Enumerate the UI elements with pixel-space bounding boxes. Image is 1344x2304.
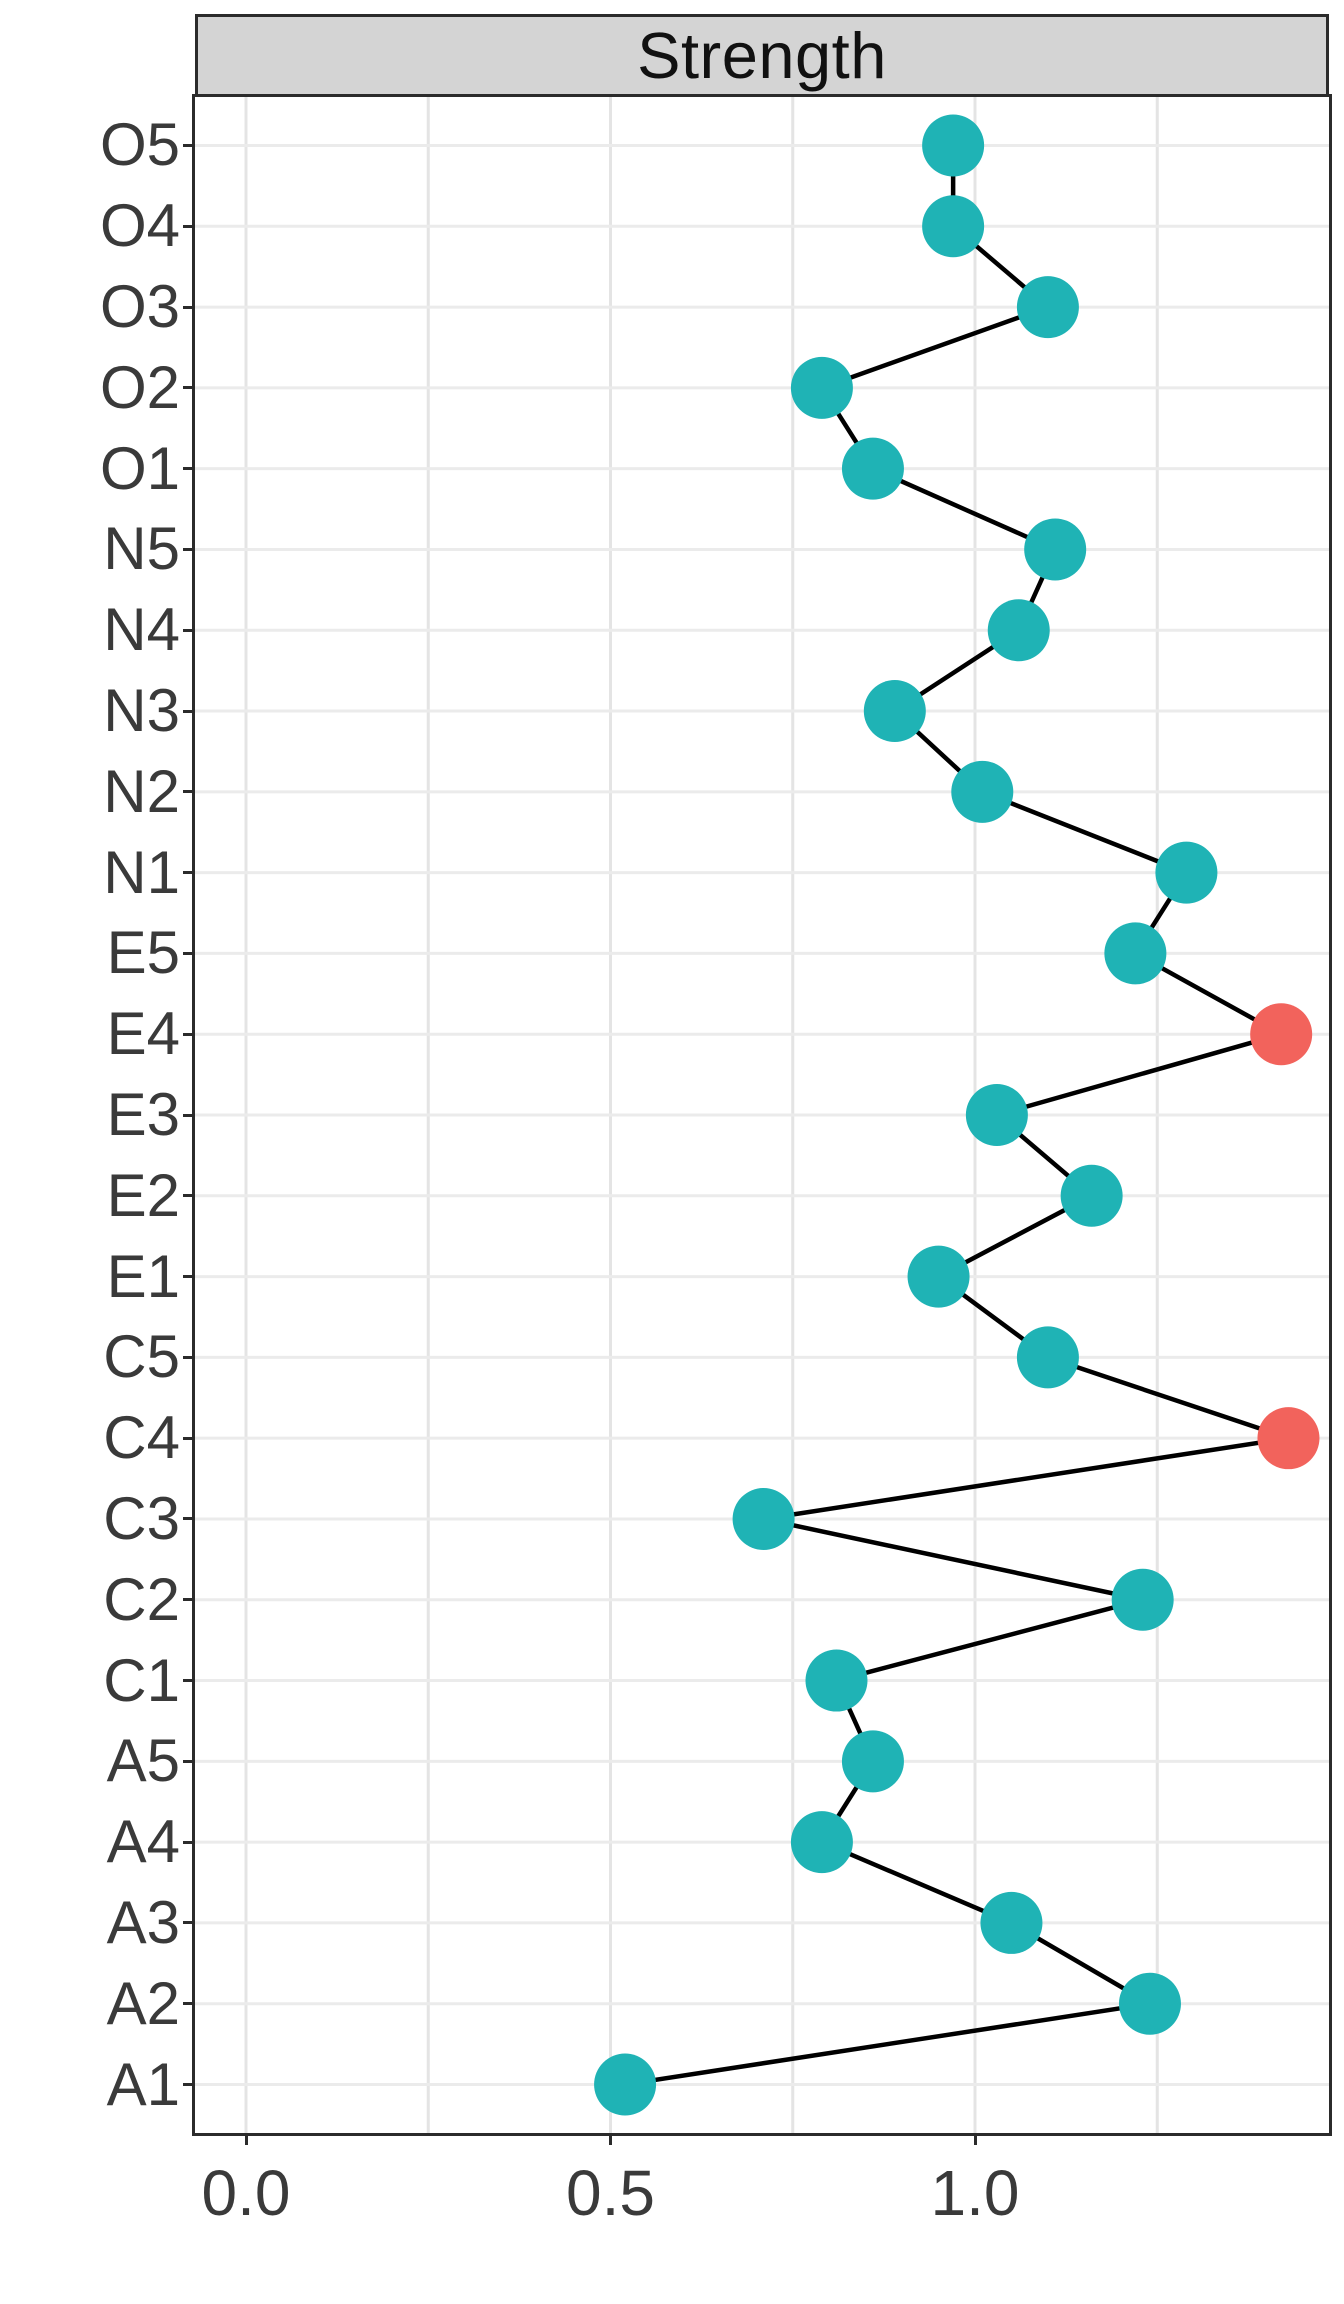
y-tick-mark [183,1759,194,1763]
y-tick-mark [183,709,194,713]
y-tick-mark [183,951,194,955]
y-tick-label-O2: O2 [99,353,180,421]
data-point-C1 [805,1649,868,1712]
y-tick-label-E2: E2 [106,1161,180,1229]
data-point-A1 [594,2053,657,2116]
y-tick-mark [183,1598,194,1602]
data-point-N2 [951,760,1014,823]
y-tick-label-C5: C5 [103,1323,180,1391]
y-tick-mark [183,1921,194,1925]
y-tick-mark [183,1113,194,1117]
x-tick-label-0.5: 0.5 [566,2157,655,2229]
y-tick-mark [183,790,194,794]
y-tick-mark [183,1840,194,1844]
x-tick-mark [244,2133,248,2145]
data-point-A5 [841,1730,904,1793]
data-point-N5 [1024,518,1087,581]
data-point-O4 [922,195,985,258]
y-tick-mark [183,305,194,309]
y-tick-mark [183,467,194,471]
y-tick-mark [183,386,194,390]
y-tick-label-E1: E1 [106,1242,180,1310]
x-tick-label-0.0: 0.0 [201,2157,291,2229]
data-point-N4 [987,599,1050,662]
chart-canvas [195,97,1329,2133]
y-tick-label-C1: C1 [103,1646,180,1714]
data-point-A3 [980,1891,1043,1954]
y-tick-label-N4: N4 [103,596,180,664]
y-tick-mark [183,871,194,875]
y-tick-label-A1: A1 [106,2050,180,2118]
data-point-N3 [863,680,926,743]
y-tick-label-O5: O5 [99,111,180,179]
x-tick-mark [609,2133,612,2145]
y-tick-mark [183,1355,194,1359]
data-point-E3 [965,1084,1028,1146]
y-tick-mark [183,1517,194,1521]
data-point-C2 [1111,1568,1174,1631]
data-point-C3 [732,1487,795,1550]
y-tick-mark [183,1679,194,1683]
data-point-E2 [1060,1164,1123,1227]
y-tick-label-E4: E4 [106,1000,180,1068]
y-tick-mark [183,143,194,147]
data-point-O2 [790,356,853,419]
data-point-C4 [1257,1407,1320,1470]
y-tick-label-N5: N5 [103,515,180,583]
data-point-A4 [790,1811,853,1874]
y-tick-label-A5: A5 [106,1727,180,1795]
y-tick-mark [183,2002,194,2006]
y-tick-label-N2: N2 [103,757,180,825]
facet-strip: Strength [195,14,1329,97]
y-tick-mark [183,2083,194,2087]
y-tick-label-O4: O4 [99,192,180,260]
y-tick-label-O3: O3 [99,273,180,341]
y-tick-mark [183,1275,194,1279]
y-tick-label-E5: E5 [106,919,180,987]
data-point-O1 [841,437,904,500]
y-tick-label-E3: E3 [106,1081,180,1148]
x-tick-mark [973,2133,977,2145]
data-point-A2 [1118,1972,1181,2035]
data-point-E4 [1250,1003,1313,1066]
y-tick-label-C3: C3 [103,1484,180,1552]
y-tick-mark [183,547,194,551]
y-tick-label-A3: A3 [106,1888,180,1956]
data-point-O3 [1016,276,1079,339]
plot-panel [192,94,1332,2136]
y-tick-mark [183,1436,194,1440]
y-tick-label-N1: N1 [103,838,180,906]
y-tick-label-A4: A4 [106,1808,180,1876]
y-tick-mark [183,1032,194,1036]
facet-strip-title: Strength [637,19,887,92]
y-tick-label-O1: O1 [99,434,180,502]
y-tick-mark [183,224,194,228]
y-tick-label-N3: N3 [103,677,180,745]
y-tick-label-C4: C4 [103,1404,180,1472]
y-tick-mark [183,628,194,632]
data-point-E5 [1104,922,1167,985]
data-point-E1 [907,1245,970,1308]
data-point-C5 [1016,1326,1079,1389]
y-tick-mark [183,1194,194,1198]
y-tick-label-A2: A2 [106,1969,180,2037]
data-point-O5 [922,114,985,177]
y-tick-label-C2: C2 [103,1565,180,1633]
x-tick-label-1.0: 1.0 [930,2157,1020,2229]
data-point-N1 [1155,841,1218,904]
